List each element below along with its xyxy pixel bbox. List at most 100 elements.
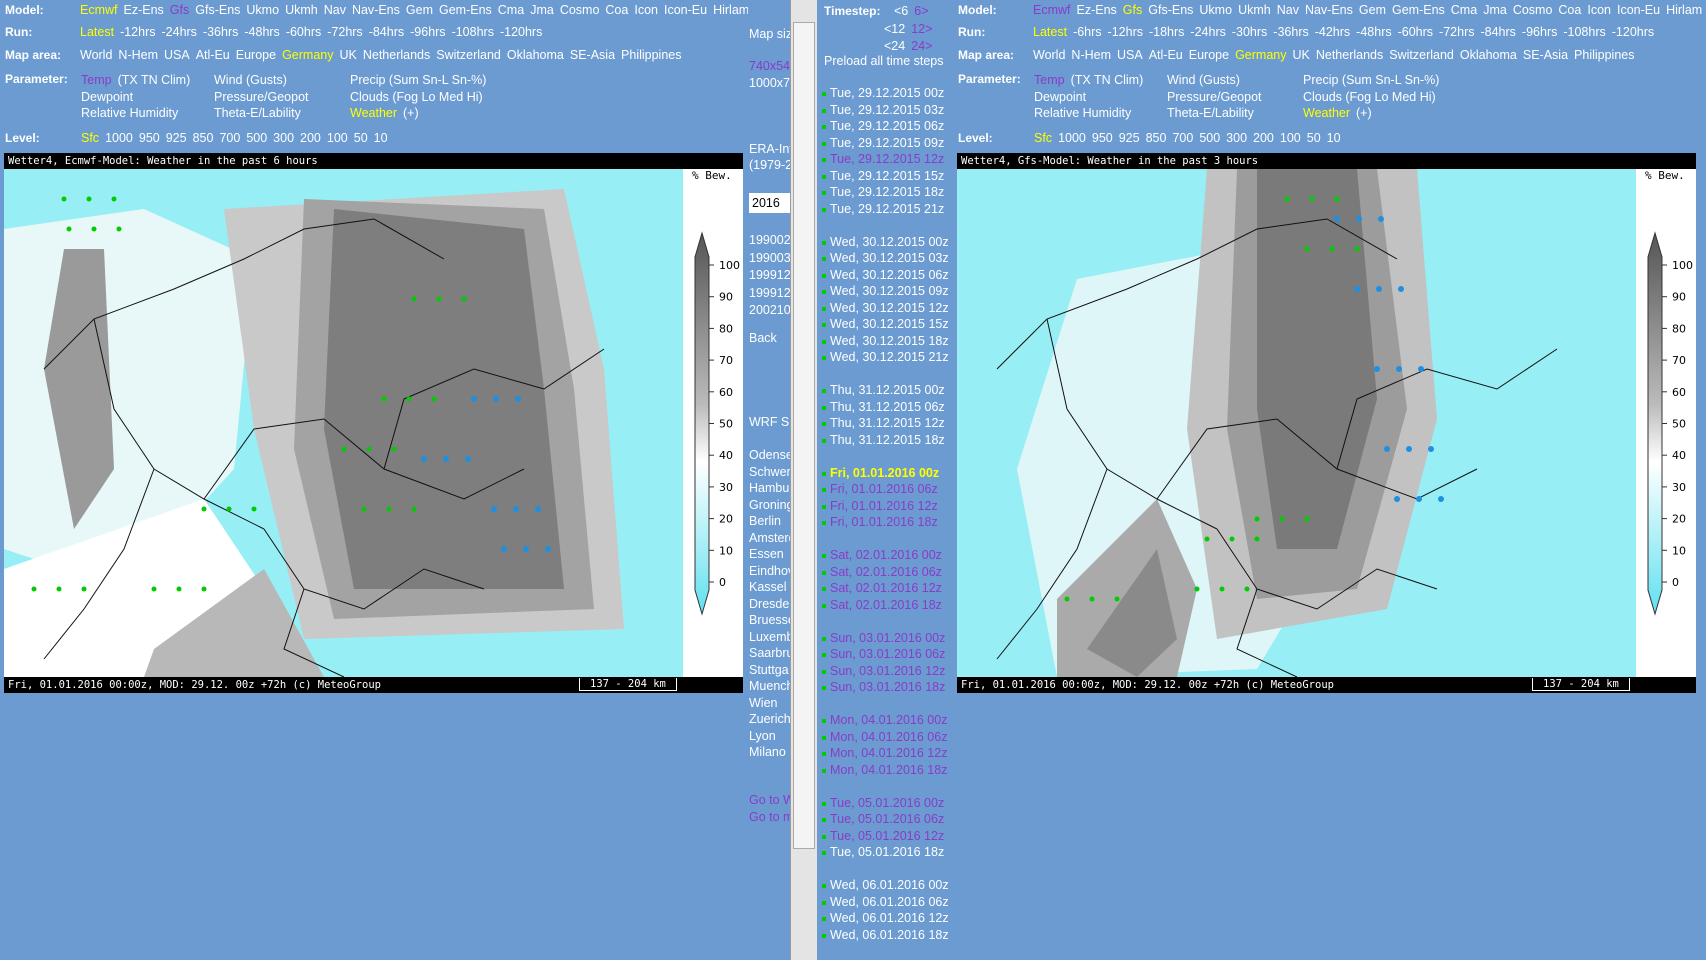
step-link[interactable]: <24 [884,39,906,53]
model-link[interactable]: Cma [497,3,525,17]
timestep-link[interactable]: Wed, 06.01.2016 12z [830,911,949,925]
city-link[interactable]: Zuerich [749,712,790,726]
timestep-link[interactable]: Thu, 31.12.2015 18z [830,432,945,447]
run-link[interactable]: -48hrs [244,25,280,39]
level-link[interactable]: 300 [1226,131,1248,145]
timestep-link[interactable]: Wed, 30.12.2015 21z [830,350,949,364]
area-link[interactable]: USA [164,48,190,62]
timestep-link[interactable]: Fri, 01.01.2016 12z [830,498,938,513]
timestep-link[interactable]: Mon, 04.01.2016 12z [830,746,948,760]
level-link[interactable]: 300 [273,131,295,145]
step-link[interactable]: 12> [911,21,933,36]
model-link[interactable]: Ukmo [1199,3,1233,17]
run-link[interactable]: -42hrs [1314,25,1351,39]
model-link[interactable]: Ez-Ens [1076,3,1117,17]
level-link[interactable]: Sfc [1034,131,1053,145]
era-date[interactable]: 199912 [749,285,790,300]
area-link[interactable]: Netherlands [362,48,431,62]
timestep-link[interactable]: Wed, 30.12.2015 12z [830,300,949,315]
map-size-label[interactable]: Map siz [749,27,790,41]
run-link[interactable]: -72hrs [1439,25,1475,39]
model-link[interactable]: Gem [1358,3,1386,17]
model-link[interactable]: Nav-Ens [1304,3,1353,17]
timestep-link[interactable]: Wed, 30.12.2015 09z [830,284,949,298]
run-link[interactable]: -30hrs [1231,25,1268,39]
model-link[interactable]: Jma [1483,3,1507,17]
run-link[interactable]: -12hrs [1107,25,1143,39]
era-label[interactable]: ERA-Int [749,142,790,156]
area-link[interactable]: UK [1292,48,1310,62]
level-link[interactable]: 1000 [1058,131,1086,145]
area-link[interactable]: Oklahoma [1459,48,1517,62]
area-link[interactable]: Netherlands [1315,48,1384,62]
timestep-link[interactable]: Tue, 05.01.2016 12z [830,828,945,843]
timestep-link[interactable]: Sun, 03.01.2016 00z [830,630,946,645]
model-link[interactable]: Cosmo [559,3,600,17]
model-link[interactable]: Nav [323,3,346,17]
param-link[interactable]: (+) [403,106,419,120]
area-link[interactable]: UK [339,48,357,62]
model-link[interactable]: Ez-Ens [123,3,164,17]
timestep-link[interactable]: Sat, 02.01.2016 18z [830,597,942,612]
param-link[interactable]: Weather [350,106,398,120]
timestep-link[interactable]: Mon, 04.01.2016 06z [830,729,948,744]
run-link[interactable]: -24hrs [1190,25,1226,39]
timestep-link[interactable]: Tue, 29.12.2015 12z [830,152,945,166]
timestep-link[interactable]: Tue, 29.12.2015 09z [830,135,945,150]
wrf-label[interactable]: WRF S [749,415,790,429]
era-date[interactable]: 199912 [749,268,790,282]
timestep-link[interactable]: Sat, 02.01.2016 12z [830,581,942,595]
city-link[interactable]: Stuttga [749,662,789,677]
area-link[interactable]: Germany [1235,48,1287,62]
param-link[interactable]: Weather [1303,106,1351,120]
city-link[interactable]: Essen [749,547,784,561]
area-link[interactable]: Europe [1188,48,1230,62]
run-link[interactable]: -84hrs [368,25,405,39]
area-link[interactable]: Europe [235,48,277,62]
timestep-link[interactable]: Fri, 01.01.2016 00z [830,465,940,480]
model-link[interactable]: Ukmh [285,3,318,17]
city-link[interactable]: Bruesse [749,613,790,627]
param-link[interactable]: Relative Humidity [81,106,179,120]
level-link[interactable]: 950 [1091,131,1113,145]
run-link[interactable]: -60hrs [285,25,322,39]
area-link[interactable]: Atl-Eu [1148,48,1183,62]
timestep-link[interactable]: Tue, 29.12.2015 15z [830,168,945,183]
timestep-link[interactable]: Sun, 03.01.2016 06z [830,647,946,661]
area-link[interactable]: Oklahoma [506,48,564,62]
param-link[interactable]: Wind (Gusts) [1167,73,1240,87]
level-link[interactable]: 200 [300,131,321,145]
goto-link[interactable]: Go to W [749,793,790,807]
city-link[interactable]: Wien [749,695,778,710]
timestep-link[interactable]: Fri, 01.01.2016 06z [830,482,938,496]
model-link[interactable]: Icon [1587,3,1611,17]
model-link[interactable]: Nav [1276,3,1299,17]
model-link[interactable]: Coa [605,3,629,17]
level-link[interactable]: 200 [1253,131,1274,145]
model-link[interactable]: Gem-Ens [438,3,492,17]
param-link[interactable]: Dewpoint [81,89,134,104]
timestep-link[interactable]: Wed, 30.12.2015 06z [830,267,949,282]
timestep-link[interactable]: Tue, 05.01.2016 06z [830,812,945,826]
run-link[interactable]: -36hrs [1273,25,1309,39]
run-link[interactable]: -108hrs [1563,25,1606,39]
area-link[interactable]: N-Hem [118,48,159,62]
city-link[interactable]: Odense [749,448,790,462]
param-link[interactable]: Clouds (Fog Lo Med Hi) [1303,89,1436,104]
model-link[interactable]: Hirlam [713,3,748,17]
era-date[interactable]: 199003 [749,250,790,265]
timestep-link[interactable]: Sun, 03.01.2016 12z [830,663,946,678]
model-link[interactable]: Icon [634,3,658,17]
area-link[interactable]: Switzerland [436,48,501,62]
model-link[interactable]: Cosmo [1512,3,1553,17]
timestep-link[interactable]: Mon, 04.01.2016 18z [830,762,948,777]
timestep-link[interactable]: Wed, 06.01.2016 06z [830,894,949,909]
param-link[interactable]: Pressure/Geopot [1167,89,1262,104]
timestep-link[interactable]: Tue, 29.12.2015 21z [830,201,945,216]
model-link[interactable]: Ukmo [246,3,280,17]
param-link[interactable]: (TX TN Clim) [1070,73,1144,87]
run-link[interactable]: -84hrs [1480,25,1516,39]
model-link[interactable]: Ecmwf [1033,3,1071,17]
level-link[interactable]: 500 [1199,131,1221,145]
timestep-link[interactable]: Wed, 30.12.2015 18z [830,333,949,348]
